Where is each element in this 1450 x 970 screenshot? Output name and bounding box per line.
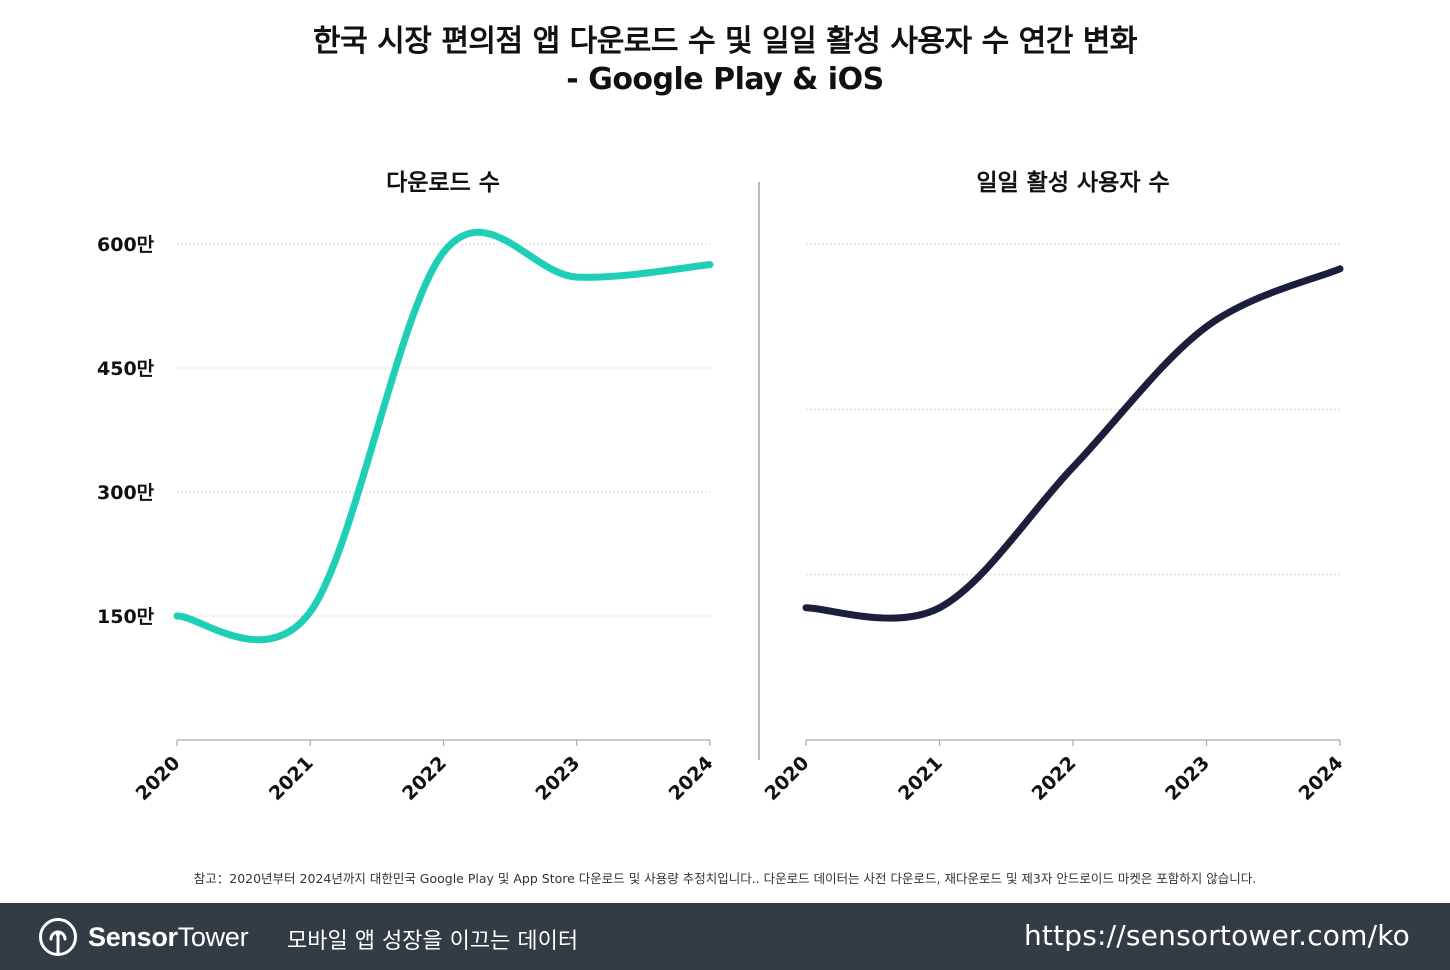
footnote: 참고：2020년부터 2024년까지 대한민국 Google Play 및 Ap… (193, 871, 1257, 886)
panel-title-0: 다운로드 수 (386, 170, 500, 196)
brand-name: SensorTower (88, 921, 249, 953)
chart-title-line1: 한국 시장 편의점 앱 다운로드 수 및 일일 활성 사용자 수 연간 변화 (313, 24, 1137, 59)
x-tick-label-0-0: 2020 (132, 752, 185, 805)
y-tick-label-0-0: 150만 (97, 606, 155, 628)
x-tick-label-1-3: 2023 (1161, 752, 1214, 805)
website-link[interactable]: https://sensortower.com/ko (1023, 919, 1410, 952)
panel-title-1: 일일 활성 사용자 수 (976, 170, 1169, 196)
x-tick-label-1-0: 2020 (761, 752, 814, 805)
x-tick-label-0-3: 2023 (531, 752, 584, 805)
footer-bar: SensorTower 모바일 앱 성장을 이끄는 데이터 https://se… (0, 903, 1450, 970)
charts-canvas: 다운로드 수 150만 300만 450만 600만 2020 2021 2022 2023 20… (97, 170, 1348, 805)
brand-name-light: Tower (177, 921, 249, 952)
x-tick-label-1-4: 2024 (1295, 752, 1348, 805)
x-tick-label-0-2: 2022 (398, 752, 451, 805)
y-tick-label-0-3: 600만 (97, 234, 155, 256)
sensortower-logo-icon (39, 918, 77, 956)
x-tick-label-1-1: 2021 (894, 752, 947, 805)
x-tick-label-1-2: 2022 (1028, 752, 1081, 805)
brand[interactable]: SensorTower (38, 917, 249, 957)
brand-name-bold: Sensor (88, 921, 178, 952)
y-tick-label-0-1: 300만 (97, 482, 155, 504)
y-tick-label-0-2: 450만 (97, 358, 155, 380)
series-line-1-0 (802, 265, 1344, 622)
series-line-0-0 (173, 228, 714, 644)
chart-title-line2: - Google Play & iOS (566, 62, 884, 97)
x-tick-label-0-1: 2021 (265, 752, 318, 805)
x-tick-label-0-4: 2024 (665, 752, 718, 805)
tagline: 모바일 앱 성장을 이끄는 데이터 (287, 929, 579, 954)
